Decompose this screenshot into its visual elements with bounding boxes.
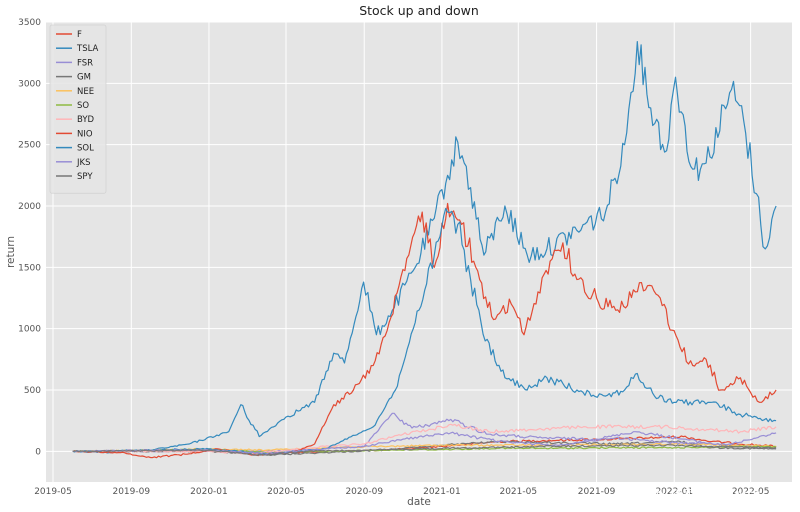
- x-tick-label: 2021-09: [578, 487, 616, 497]
- legend-box: [49, 24, 107, 194]
- x-tick-label: 2020-01: [190, 487, 228, 497]
- x-tick-label: 2021-01: [423, 487, 461, 497]
- chart-title: Stock up and down: [359, 3, 479, 18]
- y-tick-label: 2000: [18, 202, 41, 212]
- series-line-nio: [72, 202, 777, 459]
- x-tick-label: 2022-05: [732, 487, 770, 497]
- y-tick-label: 0: [35, 447, 41, 457]
- x-axis-ticks: 2019-05 2019-09 2020-01 2020-05 2020-09 2021-…: [34, 487, 769, 497]
- legend-label: NIO: [77, 129, 93, 139]
- y-tick-label: 3500: [18, 18, 41, 28]
- watermark-url: www.4spphp.online: [688, 503, 766, 512]
- x-tick-label: 2019-05: [34, 487, 72, 497]
- legend-label: GM: [77, 73, 91, 83]
- y-axis-label: return: [5, 236, 17, 268]
- x-tick-label: 2021-05: [499, 487, 537, 497]
- series-line-byd: [72, 423, 777, 455]
- legend-label: FSR: [77, 58, 93, 68]
- legend-label: SPY: [77, 172, 93, 182]
- y-tick-label: 1000: [18, 325, 41, 335]
- plot-area: [46, 22, 792, 482]
- legend: F TSLA FSR GM NEE SO BYD NIO SOL JKS SPY: [49, 24, 107, 194]
- x-axis-label: date: [407, 496, 431, 508]
- legend-label: TSLA: [76, 44, 99, 54]
- x-tick-label: 2020-09: [345, 487, 383, 497]
- legend-label: SO: [77, 101, 89, 111]
- legend-label: F: [77, 30, 82, 40]
- y-tick-label: 3000: [18, 79, 41, 89]
- legend-label: SOL: [77, 144, 94, 154]
- series-lines: [72, 41, 777, 459]
- x-tick-label: 2020-05: [267, 487, 305, 497]
- legend-label: JKS: [76, 158, 90, 168]
- y-tick-label: 1500: [18, 263, 41, 273]
- legend-label: NEE: [77, 87, 94, 97]
- x-tick-label: 2022-01: [655, 487, 693, 497]
- y-axis-ticks: 0 500 1000 1500 2000 2500 3000 3500: [18, 18, 41, 457]
- watermark-text: CSDN @卖山楂啦prss: [628, 488, 762, 503]
- legend-label: BYD: [77, 115, 95, 125]
- x-tick-label: 2019-09: [112, 487, 150, 497]
- y-tick-label: 500: [24, 386, 41, 396]
- y-tick-label: 2500: [18, 141, 41, 151]
- series-line-spy: [72, 443, 777, 456]
